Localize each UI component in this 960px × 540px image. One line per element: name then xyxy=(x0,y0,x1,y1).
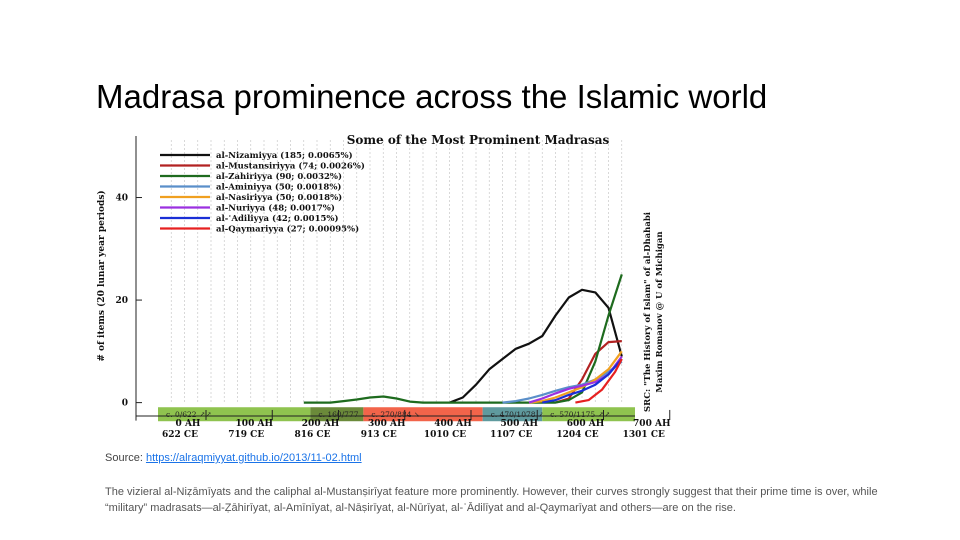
legend-label: al-Mustansiriyya (74; 0.0026%) xyxy=(216,161,365,172)
series-line xyxy=(542,358,623,404)
legend-label: al-ʿAdiliyya (42; 0.0015%) xyxy=(216,213,339,224)
y-tick-label: 40 xyxy=(115,194,128,204)
legend-label: al-Qaymariyya (27; 0.00095%) xyxy=(216,224,359,235)
period-band xyxy=(310,407,364,422)
side-note-source: SRC: "The History of Islam" of al-Dhahab… xyxy=(643,211,653,412)
slide-title: Madrasa prominence across the Islamic wo… xyxy=(96,78,768,115)
x-tick-label-ce: 622 CE xyxy=(162,430,198,440)
x-tick-label-ce: 1204 CE xyxy=(556,430,598,440)
period-band xyxy=(363,407,483,422)
side-note-author: Maxim Romanov @ U of Michigan xyxy=(655,231,665,392)
legend-label: al-Aminiyya (50; 0.0018%) xyxy=(216,182,341,193)
series-lines xyxy=(303,274,623,404)
period-band xyxy=(542,407,635,422)
legend-label: al-Nizamiyya (185; 0.0065%) xyxy=(216,150,353,161)
x-tick-label-ce: 1301 CE xyxy=(623,430,665,440)
x-tick-label-ce: 1010 CE xyxy=(424,430,466,440)
period-band xyxy=(482,407,543,422)
x-tick-label-ah: 400 AH xyxy=(434,419,472,429)
period-band-label: c. 570/1175 ↗↗ xyxy=(550,410,610,419)
x-tick-label-ah: 500 AH xyxy=(501,419,539,429)
period-band-label: c. 160/777 ↗→ xyxy=(318,410,373,419)
x-tick-label-ah: 200 AH xyxy=(302,419,340,429)
legend-label: al-Nuriyya (48; 0.0017%) xyxy=(216,203,335,214)
source-link[interactable]: https://alraqmiyyat.github.io/2013/11-02… xyxy=(145,452,362,464)
series-line xyxy=(555,340,622,404)
period-band-label: c. 470/1078 ↗ xyxy=(491,410,545,419)
source-label: Source: xyxy=(105,452,146,464)
chart: c. 0/622 ↗↗ c. 160/777 ↗→ c. 270/884 ↘ c. 4… xyxy=(92,128,672,440)
series-line xyxy=(303,274,623,404)
x-tick-label-ah: 600 AH xyxy=(567,419,605,429)
x-tick-label-ce: 719 CE xyxy=(228,430,264,440)
x-tick-label-ce: 1107 CE xyxy=(490,430,532,440)
x-tick-label-ah: 0 AH xyxy=(176,419,201,429)
x-tick-label-ce: 816 CE xyxy=(295,430,331,440)
series-line xyxy=(449,288,623,404)
period-band-label: c. 270/884 ↘ xyxy=(371,410,420,419)
y-axis-label: # of items (20 lunar year periods) xyxy=(96,190,107,361)
legend-label: al-Nasiriyya (50; 0.0018%) xyxy=(216,192,342,203)
series-line xyxy=(528,350,623,404)
series-line xyxy=(575,358,623,404)
period-band-label: c. 0/622 ↗↗ xyxy=(166,410,212,419)
source-line: Source: https://alraqmiyyat.github.io/20… xyxy=(105,452,362,464)
x-tick-label-ah: 300 AH xyxy=(368,419,406,429)
x-tick-label-ce: 913 CE xyxy=(361,430,397,440)
caption-text: The vizieral al-Niẓāmīyats and the calip… xyxy=(105,486,878,514)
chart-title: Some of the Most Prominent Madrasas xyxy=(347,133,610,147)
y-tick-label: 0 xyxy=(122,399,128,409)
x-tick-label-ah: 100 AH xyxy=(236,419,274,429)
x-tick-label-ah: 700 AH xyxy=(633,419,671,429)
legend-label: al-Zahiriyya (90; 0.0032%) xyxy=(216,171,342,182)
chart-svg: c. 0/622 ↗↗ c. 160/777 ↗→c. 270/884 ↘ c. 4… xyxy=(96,133,671,440)
chart-legend: al-Nizamiyya (185; 0.0065%)al-Mustansiri… xyxy=(160,150,365,235)
y-tick-label: 20 xyxy=(115,296,128,306)
